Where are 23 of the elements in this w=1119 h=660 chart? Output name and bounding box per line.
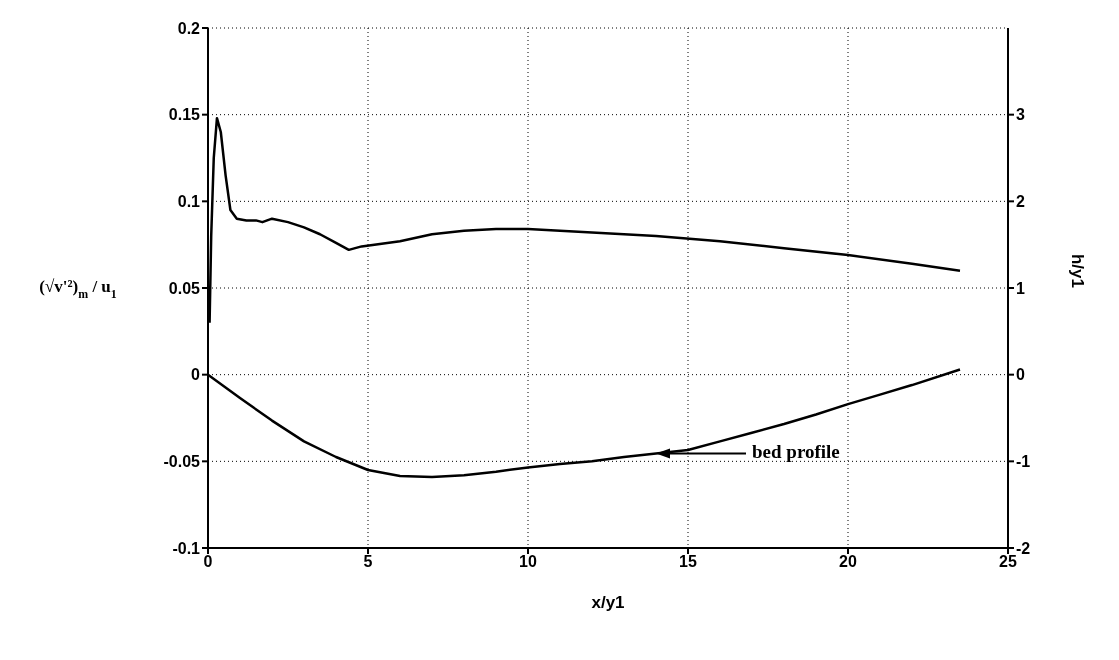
y-tick-label: 0.15 bbox=[168, 106, 201, 124]
y-tick-label: -0.05 bbox=[163, 453, 201, 471]
x-tick-label: 10 bbox=[519, 553, 537, 571]
y-axis-title: (√v'²)$_{m}$ / u$_{1}$ bbox=[39, 276, 117, 301]
y2-axis-title: h/y1 bbox=[1067, 253, 1087, 288]
x-axis-title: x/y1 bbox=[591, 593, 625, 612]
x-tick-label: 25 bbox=[999, 553, 1017, 571]
y-tick-label: 0.05 bbox=[168, 279, 201, 297]
annotation: bed profile bbox=[752, 440, 840, 462]
y2-tick-label: 0 bbox=[1016, 366, 1025, 384]
y-tick-label: 0.1 bbox=[177, 193, 201, 211]
y2-tick-label: 1 bbox=[1016, 279, 1025, 297]
y-tick-label: 0.2 bbox=[177, 19, 201, 37]
y2-tick-label: -1 bbox=[1016, 453, 1031, 471]
y-tick-label: -0.1 bbox=[172, 539, 201, 557]
y2-tick-label: 3 bbox=[1016, 106, 1025, 124]
x-tick-label: 0 bbox=[203, 553, 213, 571]
y2-tick-label: -2 bbox=[1016, 539, 1031, 557]
x-tick-label: 15 bbox=[679, 553, 697, 571]
x-tick-label: 5 bbox=[363, 553, 373, 571]
y2-tick-label: 2 bbox=[1016, 193, 1025, 211]
y-tick-label: 0 bbox=[191, 366, 201, 384]
x-tick-label: 20 bbox=[839, 553, 857, 571]
